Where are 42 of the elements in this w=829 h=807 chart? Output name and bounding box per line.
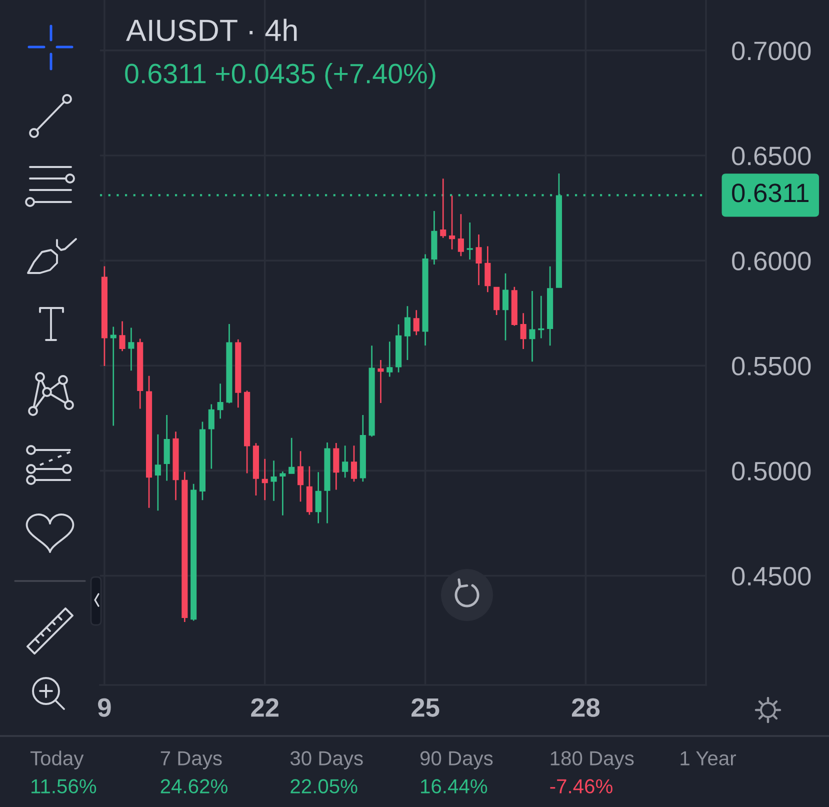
y-tick-label: 0.7000 — [732, 42, 811, 60]
candlestick — [529, 291, 536, 362]
text: -7.46% — [550, 779, 612, 794]
candlestick — [538, 296, 544, 338]
category-label: Today — [30, 750, 84, 770]
candlestick — [386, 342, 393, 377]
candlestick — [172, 432, 179, 500]
candlestick — [270, 460, 277, 501]
y-tick-label: 0.5500 — [732, 356, 811, 376]
text: 11.56% — [32, 779, 96, 794]
candlestick — [440, 178, 446, 238]
x-tick-label: 28 — [572, 698, 600, 717]
y-tick-label: 0.5000 — [732, 462, 811, 480]
x-tick-label: 22 — [251, 698, 278, 717]
candlestick — [128, 328, 134, 371]
candlestick — [288, 438, 295, 474]
text: 0.6311 +0.0435 (+7.40%) — [125, 63, 436, 89]
y-tick-label: 0.6500 — [732, 146, 811, 166]
candlestick — [476, 234, 482, 286]
ref-line-label: 0.6311 — [732, 184, 808, 202]
candlestick — [324, 442, 330, 524]
category-label: 30 Days — [290, 751, 363, 770]
x-tick-label: 25 — [412, 698, 440, 717]
candlestick — [378, 360, 384, 404]
candlestick — [119, 321, 126, 352]
candlestick — [262, 458, 268, 500]
category-label: 1 Year — [680, 751, 736, 766]
candlestick — [466, 222, 473, 260]
x-tick-label: 9 — [98, 698, 111, 717]
text: 22.05% — [290, 779, 358, 794]
candlestick — [110, 326, 116, 426]
category-label: 7 Days — [160, 751, 222, 770]
candlestick — [208, 404, 214, 469]
y-tick-label: 0.6000 — [732, 252, 811, 270]
y-tick-label: 0.4500 — [732, 566, 811, 586]
candlestick — [280, 472, 286, 516]
text: 24.62% — [160, 779, 228, 794]
text: 16.44% — [421, 779, 488, 794]
candlestick — [217, 384, 224, 419]
chart-title: AIUSDT · 4h — [126, 18, 297, 42]
category-label: 180 Days — [550, 751, 634, 770]
category-label: 90 Days — [420, 751, 493, 770]
